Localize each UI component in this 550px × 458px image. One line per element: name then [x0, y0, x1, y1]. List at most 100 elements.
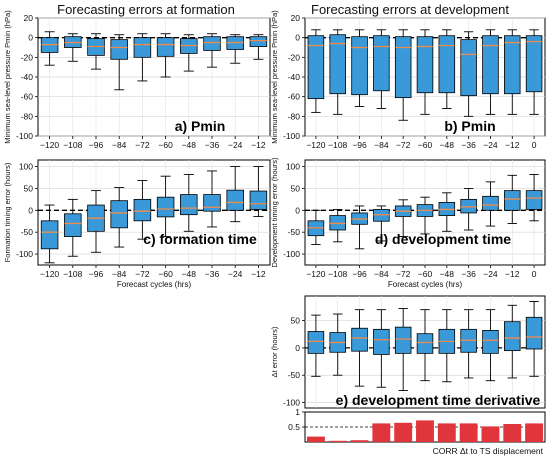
box-e — [525, 316, 543, 350]
y-tick-label-c: 0 — [28, 205, 33, 215]
box-b — [525, 35, 543, 93]
x-tick-label-a: −24 — [228, 140, 243, 150]
x-tick-label-b: −96 — [352, 140, 367, 150]
y-tick-label-a: 0 — [28, 33, 33, 43]
y-tick-label-b: -40 — [288, 72, 301, 82]
box-d — [482, 195, 499, 211]
x-tick-label-d: −24 — [483, 269, 498, 279]
x-tick-label-b: −84 — [374, 140, 389, 150]
panel-e: 50 0 -50 -100 Δt error (hours) e) development… — [270, 295, 546, 409]
y-tick-label-corr: 1 — [295, 407, 300, 417]
panel-annotation-e: e) development time derivative — [336, 392, 541, 408]
x-tick-label-d: −84 — [374, 269, 389, 279]
y-tick-label-d: -50 — [288, 227, 301, 237]
x-tick-label-b: −120 — [306, 140, 325, 150]
box-c — [110, 200, 128, 229]
x-tick-label-c: −48 — [182, 269, 197, 279]
x-tick-label-c: −108 — [63, 269, 82, 279]
bar-corr — [416, 420, 434, 442]
x-tick-label-d: −120 — [306, 269, 325, 279]
box-c — [249, 190, 268, 210]
x-tick-label-a: −36 — [205, 140, 220, 150]
box-a — [156, 37, 175, 57]
y-tick-label-d: 0 — [295, 205, 300, 215]
bar-corr — [437, 423, 456, 442]
bar-corr — [394, 422, 413, 442]
y-tick-label-e: 50 — [291, 316, 301, 326]
x-tick-label-d: −12 — [505, 269, 520, 279]
x-tick-label-d: −108 — [328, 269, 347, 279]
box-e — [351, 327, 368, 352]
box-e — [373, 328, 390, 355]
x-tick-label-d: −36 — [461, 269, 476, 279]
x-tick-label-c: −84 — [112, 269, 127, 279]
y-tick-label-a: -40 — [21, 72, 34, 82]
x-tick-label-c: −60 — [158, 269, 173, 279]
y-tick-label-e: 0 — [295, 343, 300, 353]
panel-annotation-d: d) development time — [375, 231, 511, 247]
y-axis-label-d: Development timing error (hours) — [270, 157, 279, 268]
y-tick-label-b: -20 — [288, 52, 301, 62]
x-tick-label-a: −96 — [89, 140, 104, 150]
y-tick-label-d: 50 — [291, 183, 301, 193]
box-c — [180, 194, 198, 216]
box-b — [307, 35, 325, 100]
left-column-header: Forecasting errors at formation — [57, 2, 235, 17]
box-b — [416, 36, 434, 94]
box-b — [482, 35, 499, 95]
x-tick-label-d: −72 — [396, 269, 411, 279]
x-tick-label-a: −120 — [40, 140, 59, 150]
box-a — [203, 36, 221, 51]
y-axis-label-c: Formation timing error (hours) — [3, 162, 12, 262]
x-tick-label-c: −12 — [251, 269, 266, 279]
box-d — [460, 198, 477, 214]
box-e — [482, 330, 499, 354]
box-c — [226, 189, 244, 211]
bar-corr — [372, 423, 391, 442]
x-tick-label-d: 0 — [532, 269, 537, 279]
bar-corr — [350, 440, 369, 442]
box-a — [133, 37, 152, 58]
y-tick-label-c: 100 — [19, 162, 33, 172]
box-d — [329, 215, 346, 231]
panel-annotation-c: c) formation time — [143, 231, 257, 247]
box-e — [504, 321, 521, 352]
x-tick-label-c: −24 — [228, 269, 243, 279]
x-tick-label-a: −60 — [158, 140, 173, 150]
y-tick-label-corr: 0.5 — [288, 422, 300, 432]
x-tick-label-c: −120 — [40, 269, 59, 279]
y-tick-label-b: -80 — [288, 111, 301, 121]
panel-annotation-a: a) Pmin — [175, 118, 226, 134]
y-tick-label-c: -50 — [21, 227, 34, 237]
y-tick-label-a: -20 — [21, 52, 34, 62]
y-tick-label-a: -60 — [21, 92, 34, 102]
box-c — [156, 196, 175, 218]
box-d — [373, 209, 390, 222]
x-tick-label-c: −36 — [205, 269, 220, 279]
box-c — [203, 194, 221, 212]
x-axis-label-corr: CORR Δt to TS displacement — [433, 446, 544, 456]
x-tick-label-a: −12 — [251, 140, 266, 150]
y-axis-label-a: Minimum sea-level pressure Pmin (hPa) — [3, 10, 12, 144]
box-d — [525, 190, 543, 210]
x-tick-label-d: −60 — [418, 269, 433, 279]
bar-corr — [525, 423, 544, 442]
bar-corr — [306, 436, 325, 442]
y-tick-label-a: -100 — [16, 131, 33, 141]
box-b — [373, 35, 390, 92]
box-a — [110, 39, 128, 60]
x-tick-label-a: −72 — [135, 140, 150, 150]
bar-corr — [328, 440, 347, 442]
y-axis-label-b: Minimum sea-level pressure Pmin (hPa) — [270, 10, 279, 144]
box-a — [249, 36, 268, 47]
box-c — [40, 220, 59, 250]
y-tick-label-c: -100 — [16, 249, 33, 259]
x-tick-label-a: −108 — [63, 140, 82, 150]
box-c — [64, 213, 82, 237]
box-b — [460, 39, 477, 97]
box-b — [351, 36, 368, 96]
y-tick-label-b: -100 — [283, 131, 300, 141]
